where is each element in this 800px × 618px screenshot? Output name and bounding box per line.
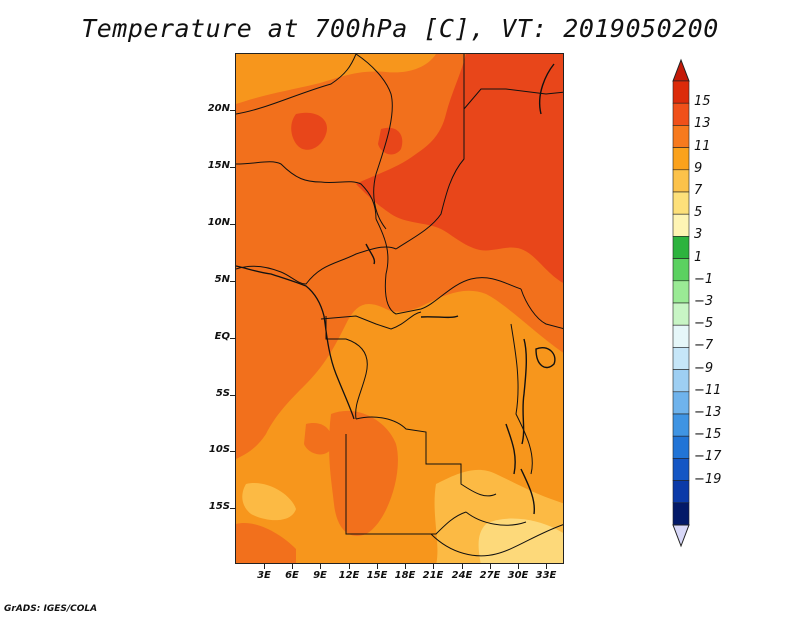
lon-tick [546, 564, 547, 569]
lat-tick-10s [230, 451, 235, 452]
temperature-map [235, 53, 564, 564]
colorbar-label: 3 [694, 227, 703, 243]
lat-label: 15S [208, 501, 230, 512]
lat-tick-20n [230, 110, 235, 111]
lon-tick [377, 564, 378, 569]
colorbar-label: 9 [694, 160, 703, 176]
field-7-9-southwest [242, 483, 296, 521]
coastline [236, 265, 355, 420]
lat-label: 20N [207, 103, 230, 114]
colorbar-label: 1 [694, 249, 703, 265]
colorbar-swatch [672, 80, 690, 104]
colorbar-label: −1 [694, 271, 714, 287]
lon-label: 3E [257, 570, 271, 581]
lon-tick [292, 564, 293, 569]
lat-label: 15N [207, 160, 230, 171]
lon-label: 18E [394, 570, 416, 581]
lon-tick [320, 564, 321, 569]
colorbar-swatch [672, 458, 690, 481]
colorbar-top-arrow [672, 58, 690, 82]
lon-label: 27E [479, 570, 501, 581]
colorbar-label: 5 [694, 205, 703, 221]
chart-title: Temperature at 700hPa [C], VT: 201905020… [81, 14, 719, 43]
lon-tick [462, 564, 463, 569]
colorbar-label: −15 [694, 427, 722, 443]
lon-label: 33E [535, 570, 557, 581]
colorbar-swatch [672, 236, 690, 259]
lon-tick [349, 564, 350, 569]
lat-label: 10N [207, 217, 230, 228]
field-southwest-patch [236, 523, 296, 563]
colorbar-swatch [672, 369, 690, 393]
colorbar-label: 11 [694, 138, 711, 154]
colorbar-swatch [672, 413, 690, 437]
colorbar-label: −11 [694, 382, 722, 398]
colorbar-swatch [672, 502, 690, 526]
lon-label: 6E [285, 570, 299, 581]
lon-label: 21E [422, 570, 444, 581]
field-north-edge [236, 54, 436, 104]
colorbar-swatch [672, 102, 690, 126]
colorbar-swatch [672, 147, 690, 171]
colorbar-swatch [672, 391, 690, 415]
lat-label: 10S [208, 444, 230, 455]
country-borders [236, 54, 563, 557]
lat-tick-5n [230, 281, 235, 282]
field-5-7 [478, 518, 563, 563]
great-lakes [365, 63, 556, 515]
grads-credit: GrADS: IGES/COLA [4, 604, 98, 614]
lon-tick [433, 564, 434, 569]
colorbar-label: −5 [694, 316, 714, 332]
lon-label: 15E [366, 570, 388, 581]
colorbar-swatch [672, 191, 690, 215]
colorbar-swatch [672, 258, 690, 282]
colorbar-swatch [672, 213, 690, 237]
field-13-15-east [356, 54, 563, 283]
colorbar-swatch [672, 280, 690, 304]
lon-label: 9E [313, 570, 327, 581]
lat-label: 5N [214, 274, 230, 285]
lat-tick-10n [230, 224, 235, 225]
lon-label: 30E [507, 570, 529, 581]
lon-tick [518, 564, 519, 569]
colorbar-swatch [672, 302, 690, 326]
colorbar-label: −13 [694, 405, 722, 420]
colorbar-label: 7 [694, 183, 703, 198]
colorbar-swatch [672, 125, 690, 148]
colorbar-label: 15 [694, 94, 711, 110]
lat-tick-15n [230, 167, 235, 168]
colorbar-label: −19 [694, 471, 722, 487]
lat-tick-15s [230, 508, 235, 509]
colorbar-label: −17 [694, 449, 722, 465]
lon-label: 24E [451, 570, 473, 581]
field-13-15-west [291, 112, 327, 150]
colorbar-label: −3 [694, 294, 714, 309]
lat-label: EQ [214, 331, 230, 342]
colorbar-label: −9 [694, 360, 714, 376]
lon-tick [264, 564, 265, 569]
lat-tick-eq [230, 338, 235, 339]
colorbar-swatch [672, 347, 690, 370]
colorbar-label: −7 [694, 338, 714, 354]
colorbar-swatch [672, 435, 690, 459]
colorbar-swatch [672, 480, 690, 504]
colorbar-bottom-arrow [672, 524, 690, 548]
colorbar-swatch [672, 169, 690, 193]
lat-tick-5s [230, 395, 235, 396]
lon-label: 12E [338, 570, 360, 581]
colorbar [672, 58, 690, 548]
field-angola-patch [304, 423, 333, 455]
colorbar-label: 13 [694, 116, 711, 132]
lat-label: 5S [215, 388, 230, 399]
lon-tick [405, 564, 406, 569]
lon-tick [490, 564, 491, 569]
temperature-field [236, 54, 563, 563]
colorbar-swatch [672, 324, 690, 348]
